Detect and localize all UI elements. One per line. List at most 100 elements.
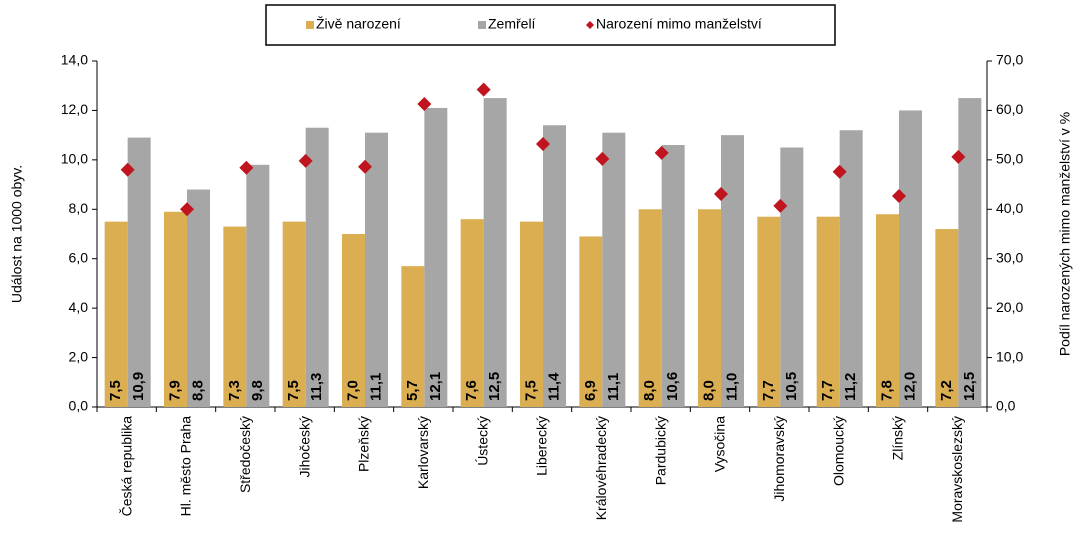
y2-axis-title: Podíl narozených mimo manželství v % xyxy=(1057,112,1073,356)
bar xyxy=(579,236,603,407)
value-label: 12,5 xyxy=(961,372,978,401)
x-tick-label: Královéhradecký xyxy=(593,416,609,520)
value-label: 7,0 xyxy=(344,380,361,401)
x-tick-label: Středočeský xyxy=(237,416,253,493)
legend-swatch xyxy=(478,21,486,29)
x-tick-label: Vysočina xyxy=(712,416,728,473)
diamond-marker xyxy=(417,97,432,112)
bar xyxy=(246,164,270,407)
bar xyxy=(899,110,922,407)
bar xyxy=(460,219,484,407)
y-tick-label: 2,0 xyxy=(69,348,89,364)
bar xyxy=(520,221,543,407)
legend-label: Živě narození xyxy=(316,16,401,32)
diamond-marker xyxy=(476,82,491,97)
bar xyxy=(187,189,210,407)
bar xyxy=(543,125,566,407)
y2-tick-label: 10,0 xyxy=(996,348,1023,364)
y-tick-label: 4,0 xyxy=(69,299,89,315)
legend-marker xyxy=(586,21,594,29)
value-label: 7,3 xyxy=(226,380,243,401)
diamond-marker xyxy=(714,186,728,201)
bar xyxy=(876,214,899,407)
value-label: 8,8 xyxy=(189,380,206,401)
value-label: 11,0 xyxy=(723,373,740,401)
x-tick-label: Česká republika xyxy=(118,416,134,517)
y2-tick-label: 60,0 xyxy=(996,101,1023,117)
y2-tick-label: 30,0 xyxy=(996,249,1023,265)
bar xyxy=(305,127,329,407)
x-tick-label: Liberecký xyxy=(534,416,550,476)
diamond-marker xyxy=(358,159,372,174)
value-label: 12,1 xyxy=(427,372,444,401)
y-tick-label: 8,0 xyxy=(69,200,89,216)
y2-tick-label: 20,0 xyxy=(996,299,1023,315)
value-label: 7,8 xyxy=(878,380,895,401)
value-label: 10,9 xyxy=(130,372,147,401)
bar xyxy=(698,209,721,407)
value-label: 7,9 xyxy=(166,380,183,401)
bar xyxy=(342,234,365,407)
bar xyxy=(401,266,425,407)
x-tick-label: Karlovarský xyxy=(415,416,431,489)
value-label: 10,5 xyxy=(783,372,800,401)
diamond-marker xyxy=(239,160,254,175)
diamond-marker xyxy=(654,145,669,160)
y-axis-title: Událost na 1000 obyv. xyxy=(9,165,25,303)
diamond-marker xyxy=(832,164,847,179)
x-tick-label: Zlínský xyxy=(890,416,906,460)
y2-tick-label: 0,0 xyxy=(996,398,1016,414)
bar xyxy=(757,216,781,407)
y2-tick-label: 50,0 xyxy=(996,151,1023,167)
diamond-marker xyxy=(773,198,788,213)
bar xyxy=(661,145,685,407)
bar xyxy=(958,98,982,408)
bar xyxy=(104,221,128,407)
x-tick-label: Olomoucký xyxy=(830,416,846,486)
bar xyxy=(223,226,247,407)
x-tick-label: Jihočeský xyxy=(296,416,312,477)
legend-label: Narození mimo manželství xyxy=(596,16,762,32)
x-tick-label: Plzeňský xyxy=(356,416,372,472)
value-label: 11,4 xyxy=(545,372,562,401)
value-label: 11,3 xyxy=(308,373,325,401)
legend-swatch xyxy=(306,21,314,29)
y-tick-label: 14,0 xyxy=(61,52,88,68)
value-label: 6,9 xyxy=(582,380,599,401)
bar xyxy=(839,130,863,407)
value-label: 7,2 xyxy=(938,380,955,401)
x-tick-label: Pardubický xyxy=(652,416,668,485)
bar xyxy=(602,132,626,407)
bar xyxy=(638,209,662,407)
diamond-marker xyxy=(120,162,135,177)
bar xyxy=(282,221,306,407)
value-label: 5,7 xyxy=(404,380,421,401)
bar xyxy=(365,132,388,407)
value-label: 8,0 xyxy=(641,380,658,401)
diamond-marker xyxy=(951,149,966,164)
legend-label: Zemřelí xyxy=(488,16,536,32)
value-label: 10,6 xyxy=(664,372,681,401)
value-label: 7,6 xyxy=(463,380,480,401)
value-label: 12,0 xyxy=(901,372,918,401)
diamond-marker xyxy=(595,151,610,166)
bar xyxy=(424,107,448,407)
value-label: 7,5 xyxy=(522,380,539,401)
y2-tick-label: 40,0 xyxy=(996,200,1023,216)
x-tick-label: Jihomoravský xyxy=(771,416,787,502)
x-tick-label: Hl. město Praha xyxy=(178,416,194,517)
value-label: 9,8 xyxy=(249,380,266,401)
diamond-marker xyxy=(536,137,550,152)
value-label: 11,1 xyxy=(367,373,384,401)
bar xyxy=(816,216,840,407)
bar xyxy=(721,135,744,407)
value-label: 7,5 xyxy=(285,380,302,401)
bar xyxy=(164,211,187,407)
y-tick-label: 12,0 xyxy=(61,101,88,117)
value-label: 12,5 xyxy=(486,372,503,401)
value-label: 7,7 xyxy=(819,380,836,401)
x-tick-label: Ústecký xyxy=(474,416,490,466)
legend-box xyxy=(265,4,836,46)
x-tick-label: Moravskoslezský xyxy=(949,416,965,523)
